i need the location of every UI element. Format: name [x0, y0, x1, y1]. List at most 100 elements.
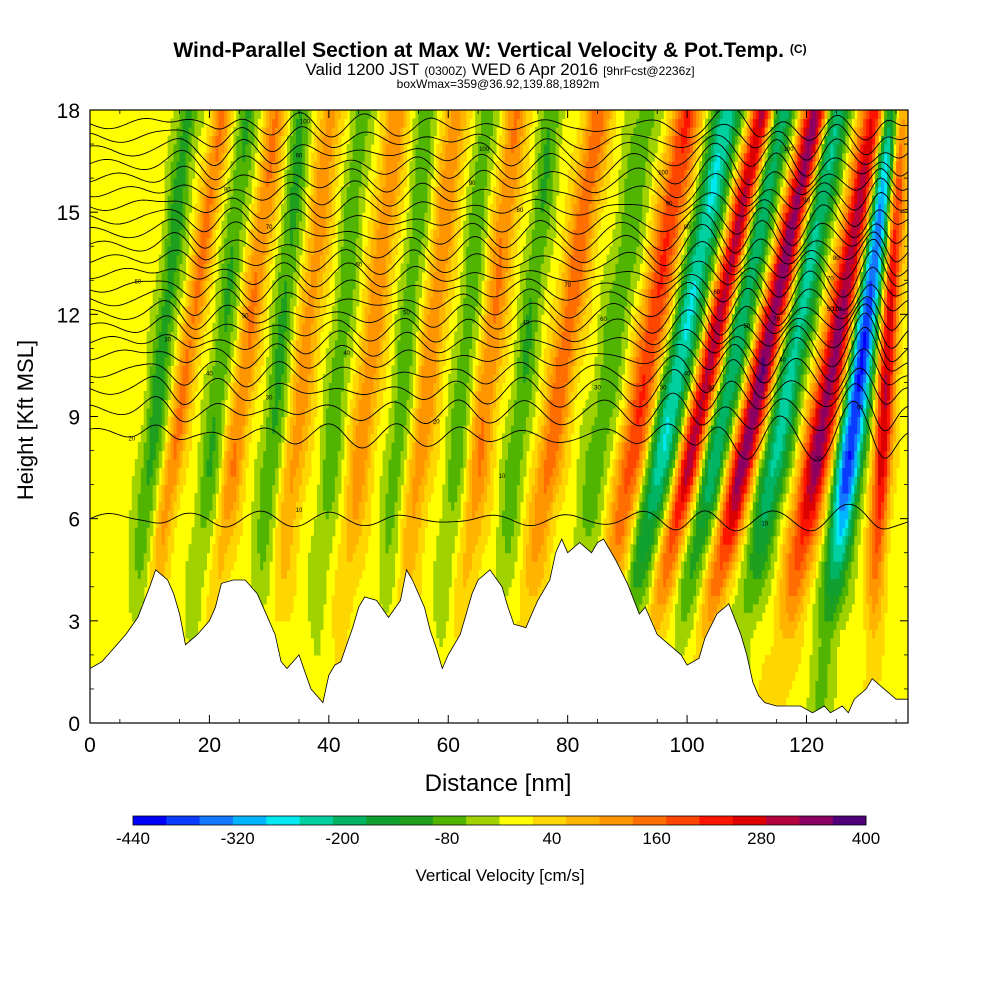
- chart-title-text: Wind-Parallel Section at Max W: Vertical…: [173, 39, 784, 62]
- field-cell: [296, 127, 300, 137]
- field-cell: [400, 263, 405, 273]
- field-cell: [176, 408, 181, 418]
- field-cell: [418, 135, 422, 145]
- field-cell: [394, 110, 399, 120]
- field-cell: [167, 144, 172, 154]
- field-cell: [370, 288, 375, 298]
- field-cell: [236, 246, 240, 256]
- field-cell: [137, 493, 142, 503]
- field-cell: [284, 450, 288, 460]
- field-cell: [224, 288, 228, 298]
- field-cell: [203, 373, 207, 383]
- field-cell: [149, 484, 154, 494]
- field-cell: [391, 544, 396, 554]
- field-cell: [206, 186, 210, 196]
- field-cell: [182, 110, 187, 120]
- field-cell: [209, 510, 213, 520]
- field-cell: [290, 322, 294, 332]
- field-cell: [346, 595, 351, 605]
- field-cell: [212, 118, 216, 128]
- field-cell: [394, 212, 399, 222]
- field-cell: [218, 416, 222, 426]
- field-cell: [385, 586, 390, 596]
- field-cell: [290, 382, 294, 392]
- field-cell: [197, 314, 202, 324]
- field-cell: [382, 450, 387, 460]
- field-cell: [158, 459, 163, 469]
- field-cell: [361, 510, 366, 520]
- field-cell: [233, 305, 237, 315]
- field-cell: [337, 433, 342, 443]
- field-cell: [334, 322, 339, 332]
- field-cell: [254, 578, 258, 588]
- field-cell: [349, 552, 354, 562]
- field-cell: [236, 280, 240, 290]
- field-cell: [391, 408, 396, 418]
- field-cell: [158, 561, 163, 571]
- field-cell: [290, 603, 294, 613]
- field-cell: [206, 467, 210, 477]
- field-cell: [209, 356, 213, 366]
- field-cell: [433, 416, 437, 426]
- field-cell: [299, 365, 303, 375]
- field-cell: [218, 118, 222, 128]
- field-cell: [197, 127, 202, 137]
- field-cell: [394, 476, 399, 486]
- field-cell: [185, 110, 190, 120]
- field-cell: [388, 467, 393, 477]
- field-cell: [287, 578, 291, 588]
- field-cell: [227, 493, 231, 503]
- field-cell: [212, 510, 216, 520]
- field-cell: [304, 314, 309, 324]
- field-cell: [215, 527, 219, 537]
- field-cell: [302, 161, 306, 171]
- field-cell: [373, 425, 378, 435]
- field-cell: [296, 476, 300, 486]
- field-cell: [331, 501, 336, 511]
- field-cell: [316, 288, 321, 298]
- field-cell: [319, 476, 324, 486]
- field-cell: [328, 356, 333, 366]
- field-cell: [307, 433, 312, 443]
- field-cell: [391, 493, 396, 503]
- field-cell: [215, 339, 219, 349]
- field-cell: [266, 152, 270, 162]
- field-cell: [293, 382, 297, 392]
- field-cell: [293, 212, 297, 222]
- field-cell: [224, 161, 228, 171]
- field-cell: [343, 612, 348, 622]
- field-cell: [352, 152, 357, 162]
- field-cell: [397, 365, 402, 375]
- field-cell: [212, 127, 216, 137]
- field-cell: [310, 578, 315, 588]
- field-cell: [334, 595, 339, 605]
- field-cell: [319, 195, 324, 205]
- field-cell: [346, 220, 351, 230]
- field-cell: [409, 382, 413, 392]
- field-cell: [394, 365, 399, 375]
- field-cell: [233, 552, 237, 562]
- field-cell: [167, 535, 172, 545]
- field-cell: [394, 459, 399, 469]
- field-cell: [328, 203, 333, 213]
- field-cell: [430, 433, 434, 443]
- field-cell: [382, 271, 387, 281]
- field-cell: [269, 186, 273, 196]
- field-cell: [269, 339, 273, 349]
- field-cell: [290, 195, 294, 205]
- field-cell: [322, 203, 327, 213]
- field-cell: [421, 365, 425, 375]
- field-cell: [328, 382, 333, 392]
- field-cell: [227, 144, 231, 154]
- field-cell: [245, 356, 249, 366]
- field-cell: [275, 195, 279, 205]
- field-cell: [400, 152, 405, 162]
- field-cell: [346, 212, 351, 222]
- field-cell: [239, 203, 243, 213]
- field-cell: [179, 254, 184, 264]
- field-cell: [313, 212, 318, 222]
- field-cell: [212, 425, 216, 435]
- field-cell: [200, 297, 205, 307]
- field-cell: [421, 186, 425, 196]
- field-cell: [400, 399, 405, 409]
